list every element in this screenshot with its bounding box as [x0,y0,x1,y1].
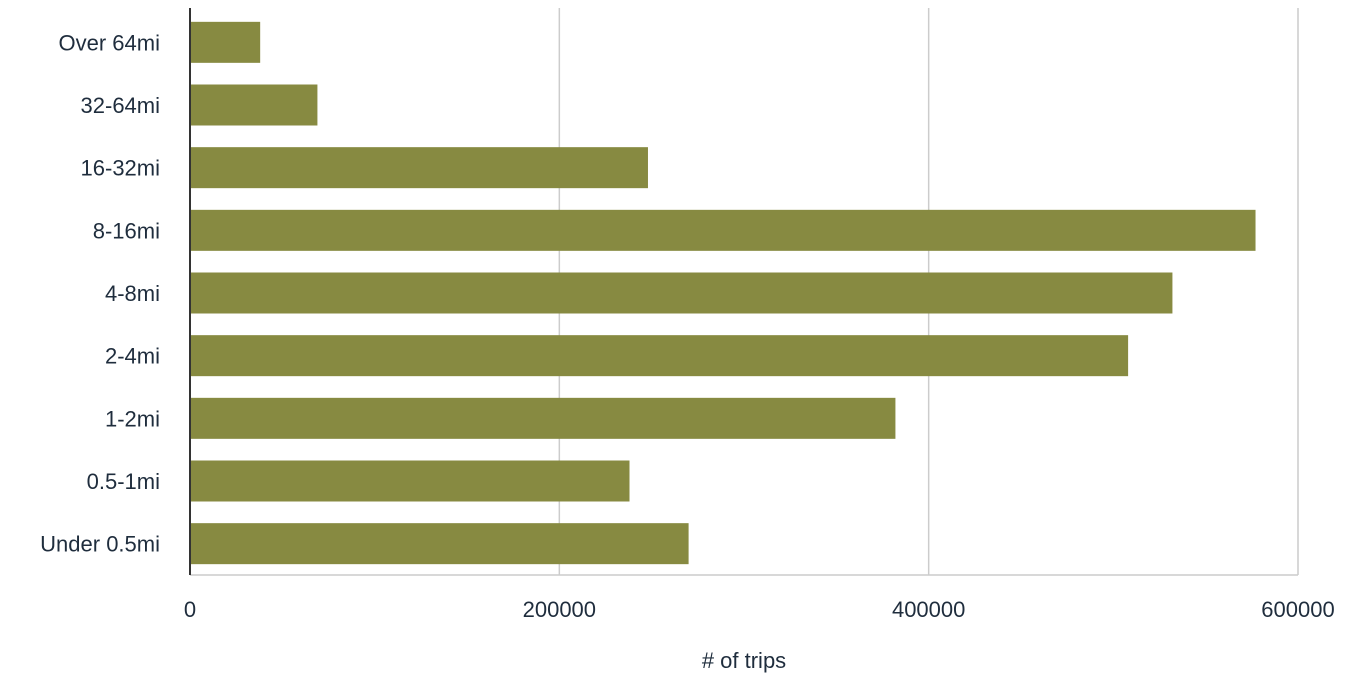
category-label: 8-16mi [93,218,160,243]
category-label: 0.5-1mi [87,469,160,494]
category-label: 1-2mi [105,406,160,431]
category-label: Over 64mi [59,30,160,55]
x-tick-labels: 0 200000 400000 600000 [184,597,1335,622]
bar-16-32mi [190,147,648,189]
category-label: 2-4mi [105,344,160,369]
bar-2-4mi [190,335,1129,377]
category-labels: Over 64mi 32-64mi 16-32mi 8-16mi 4-8mi 2-4mi 1… [40,30,160,556]
category-label: 16-32mi [81,156,160,181]
category-label: 4-8mi [105,281,160,306]
bar-4-8mi [190,272,1173,314]
x-tick-label: 0 [184,597,196,622]
x-tick-label: 200000 [523,597,596,622]
bar-32-64mi [190,84,318,126]
category-label: Under 0.5mi [40,532,160,557]
bar-over-64mi [190,21,261,63]
bar-0-5-1mi [190,460,630,502]
bars [190,21,1256,565]
bar-under-0-5mi [190,523,689,565]
bar-1-2mi [190,397,896,439]
x-tick-label: 600000 [1261,597,1334,622]
bar-8-16mi [190,209,1256,251]
x-axis-title: # of trips [702,648,786,673]
category-label: 32-64mi [81,93,160,118]
x-tick-label: 400000 [892,597,965,622]
